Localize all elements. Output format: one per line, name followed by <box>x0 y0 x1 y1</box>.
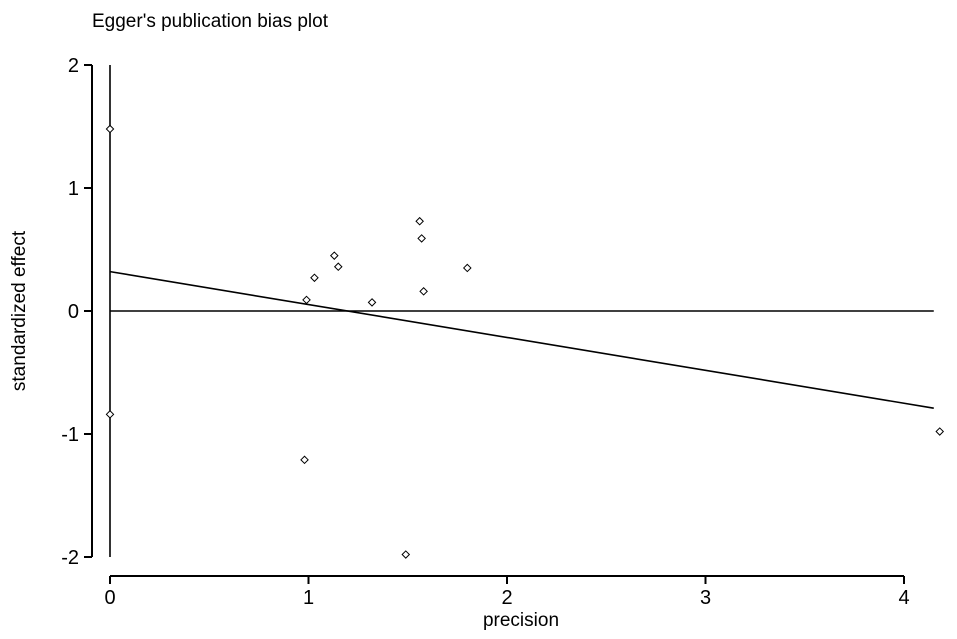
data-points <box>105 124 945 559</box>
chart-title: Egger's publication bias plot <box>92 11 329 32</box>
x-tick-label-4: 4 <box>898 587 909 609</box>
y-axis-label: standardized effect <box>9 230 30 391</box>
data-point-6 <box>333 262 343 272</box>
data-point-12 <box>462 263 472 273</box>
data-point-8 <box>401 550 411 559</box>
y-tick-label-4: -2 <box>61 547 79 569</box>
x-tick-label-0: 0 <box>104 587 115 609</box>
y-tick-label-0: 2 <box>68 55 79 77</box>
axes: 2 1 0 -1 -2 0 1 2 3 4 <box>61 55 909 609</box>
data-point-4 <box>310 273 319 283</box>
data-point-2 <box>302 295 311 305</box>
data-point-0 <box>105 124 115 134</box>
data-point-5 <box>329 251 339 260</box>
data-point-10 <box>417 234 426 243</box>
data-point-1 <box>105 410 115 419</box>
data-point-13 <box>935 427 945 436</box>
data-point-11 <box>419 287 428 296</box>
x-tick-label-1: 1 <box>303 587 314 609</box>
x-axis-label: precision <box>483 610 559 631</box>
x-tick-label-3: 3 <box>700 587 711 609</box>
data-point-3 <box>300 455 309 465</box>
y-tick-label-3: -1 <box>61 424 79 446</box>
y-tick-label-1: 1 <box>68 178 79 200</box>
x-tick-label-2: 2 <box>501 587 512 609</box>
data-point-7 <box>367 298 377 307</box>
plot-lines <box>109 65 934 557</box>
y-tick-label-2: 0 <box>68 301 79 323</box>
data-point-9 <box>415 216 424 226</box>
regression-line <box>109 270 934 409</box>
